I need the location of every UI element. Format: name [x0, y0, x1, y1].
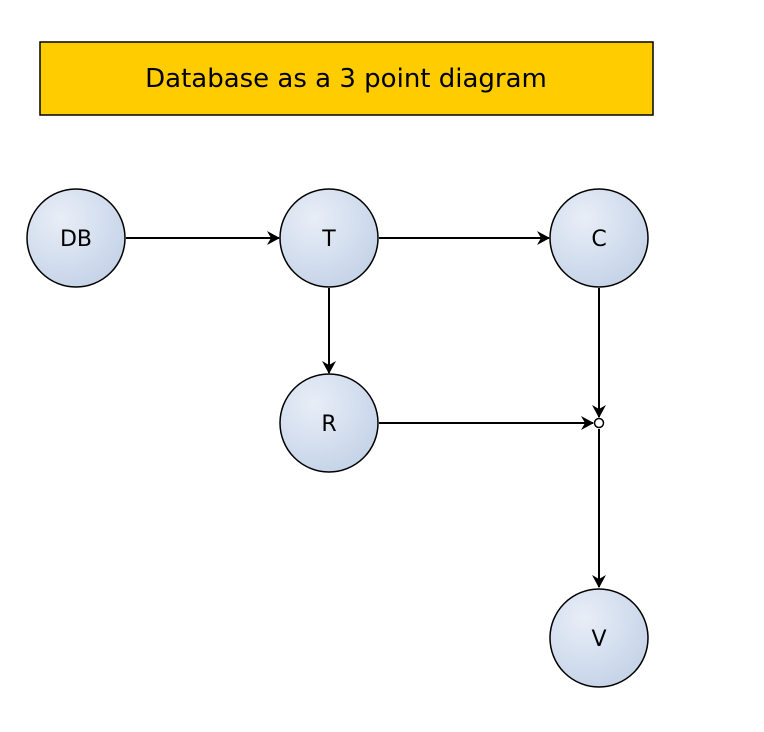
title-text: Database as a 3 point diagram [145, 64, 547, 94]
title-box [39, 41, 654, 116]
node-c-label: C [591, 227, 606, 252]
node-db: DB [26, 188, 126, 288]
node-db-label: DB [60, 227, 92, 252]
node-t-circle [279, 188, 379, 288]
junction-point [593, 417, 605, 429]
title-banner: Database as a 3 point diagram [39, 41, 654, 116]
node-v: V [549, 588, 649, 688]
node-v-circle [549, 588, 649, 688]
node-r-circle [279, 373, 379, 473]
node-v-label: V [591, 627, 606, 652]
node-db-circle [26, 188, 126, 288]
node-t-label: T [321, 227, 336, 252]
node-t: T [279, 188, 379, 288]
node-r-label: R [321, 412, 336, 437]
node-c-circle [549, 188, 649, 288]
node-r: R [279, 373, 379, 473]
node-c: C [549, 188, 649, 288]
edges [126, 231, 606, 588]
